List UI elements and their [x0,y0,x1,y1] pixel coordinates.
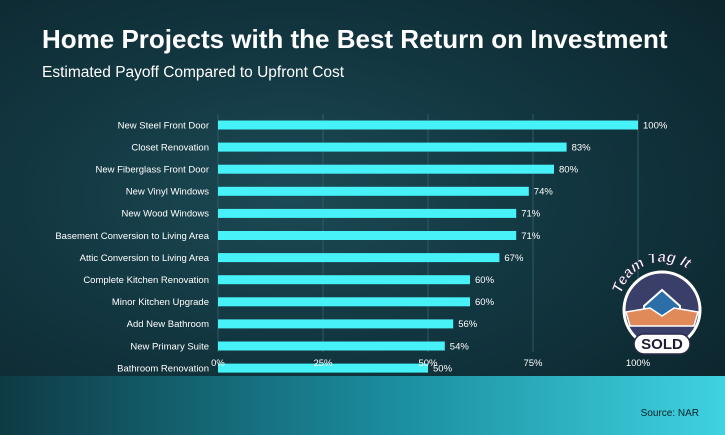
bar [218,297,470,307]
bar [218,253,500,263]
category-label: Complete Kitchen Renovation [83,275,209,286]
data-label: 50% [433,363,453,374]
data-label: 71% [521,209,541,220]
bar [218,208,517,218]
category-label: New Wood Windows [122,209,210,220]
handshake-icon [625,307,699,327]
bar [218,231,517,240]
bar [218,186,529,196]
category-label: Add New Bathroom [127,319,209,330]
chart-subtitle: Estimated Payoff Compared to Upfront Cos… [42,64,345,81]
bar [218,363,428,373]
category-label: Bathroom Renovation [117,363,209,374]
bar [218,319,454,329]
data-label: 74% [534,187,554,198]
data-label: 71% [521,231,541,242]
footer-band [0,376,725,435]
category-label: Closet Renovation [131,142,209,153]
x-tick-label: 50% [418,358,438,369]
logo-sold-text: SOLD [641,336,683,353]
category-label: Attic Conversion to Living Area [80,253,210,264]
x-tick-label: 75% [523,358,543,369]
bar [218,142,567,152]
category-label: New Vinyl Windows [126,187,209,198]
team-tag-it-sold-logo: Team Tag It SOLD [609,254,702,355]
category-label: Basement Conversion to Living Area [55,231,209,242]
data-label: 100% [643,120,668,131]
category-label: Minor Kitchen Upgrade [112,297,209,308]
source-note: Source: NAR [640,408,699,419]
sold-plate [633,333,691,355]
category-label: New Primary Suite [130,341,209,352]
data-label: 80% [559,165,579,176]
category-label: New Steel Front Door [118,120,209,131]
bar [218,275,470,285]
x-tick-label: 25% [313,358,333,369]
x-tick-label: 100% [626,358,651,369]
data-label: 60% [475,275,495,286]
bar [218,341,445,351]
x-tick-label: 0% [211,358,225,369]
bar [218,164,554,174]
data-label: 54% [450,341,470,352]
data-label: 67% [504,253,524,264]
data-label: 56% [458,319,478,330]
category-label: New Fiberglass Front Door [95,165,209,176]
data-label: 60% [475,297,495,308]
bar [218,120,638,130]
chart-title: Home Projects with the Best Return on In… [42,24,668,54]
data-label: 83% [572,142,592,153]
